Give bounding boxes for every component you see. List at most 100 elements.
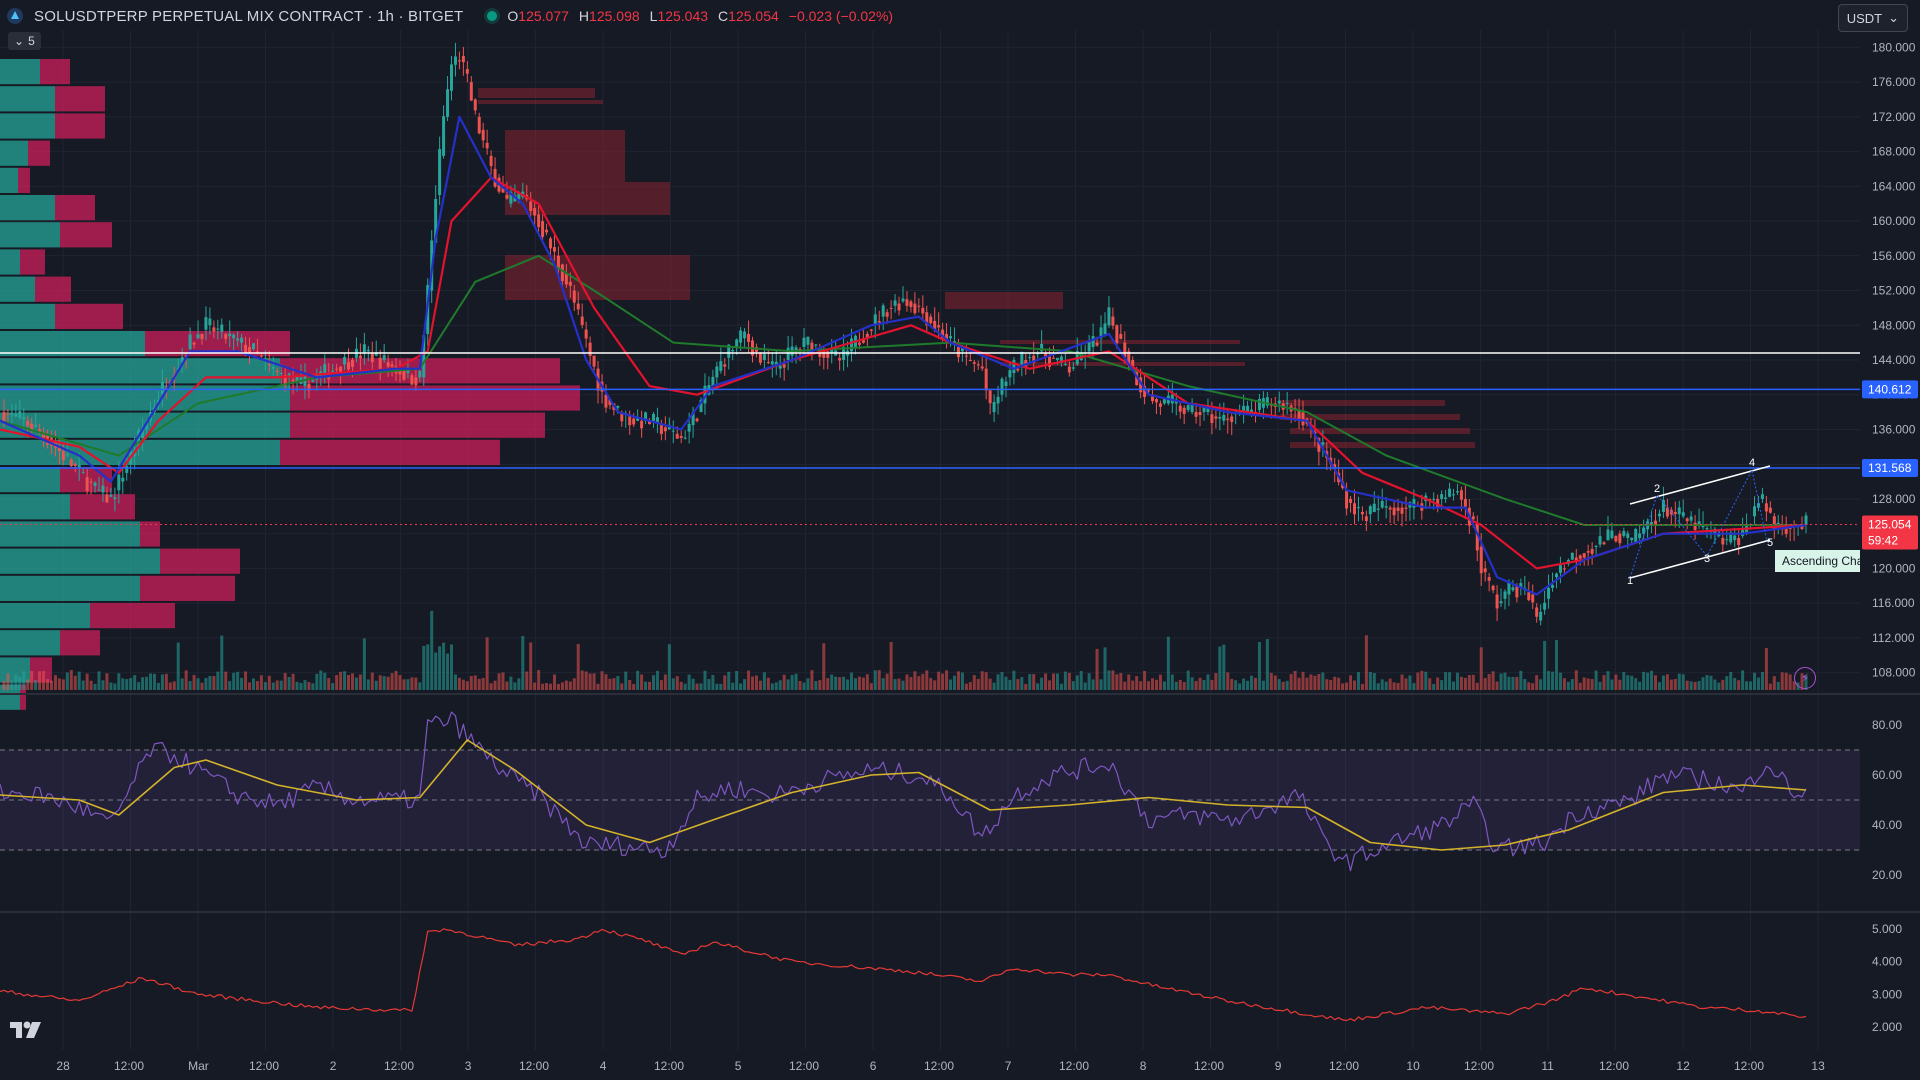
volume-bar [374, 680, 378, 690]
ohlc-low: L125.043 [649, 8, 709, 24]
candle-body [1558, 565, 1562, 573]
volume-bar [1749, 681, 1753, 690]
volume-bar [556, 683, 560, 690]
symbol-title[interactable]: SOLUSDTPERP PERPETUAL MIX CONTRACT · 1h … [34, 7, 464, 25]
volume-bar [1610, 679, 1614, 690]
volume-bar [1638, 681, 1642, 690]
volume-bar [671, 678, 675, 690]
volume-bar [1250, 675, 1254, 690]
candle-body [651, 413, 655, 421]
candle-body [644, 412, 648, 421]
candle-body [655, 417, 659, 423]
price-tick-label: 168.000 [1872, 145, 1916, 159]
indicators-toggle-button[interactable]: ⌄ 5 [8, 32, 41, 50]
volume-bar [279, 680, 283, 690]
candle-body [271, 366, 275, 369]
candle-body [176, 367, 180, 369]
volume-bar [117, 673, 121, 690]
volume-bar [172, 681, 176, 690]
candle-body [1123, 342, 1127, 358]
tradingview-logo-icon[interactable] [10, 1020, 44, 1040]
volume-bar [311, 683, 315, 690]
volume-bar [572, 678, 576, 690]
candle-body [192, 342, 196, 345]
volume-bar [1420, 670, 1424, 690]
candle-body [418, 370, 422, 378]
candle-body [1040, 343, 1044, 352]
volume-bar [1313, 675, 1317, 690]
time-tick-label: Mar [188, 1059, 209, 1073]
volume-bar [358, 674, 362, 690]
candle-body [267, 364, 271, 366]
volume-bar [1685, 680, 1689, 690]
candle-body [747, 333, 751, 343]
volume-bar [180, 678, 184, 690]
volume-bar [1646, 672, 1650, 690]
candle-body [739, 330, 743, 343]
candle-body [913, 303, 917, 314]
volume-bar [937, 671, 941, 690]
price-tick-label: 180.000 [1872, 40, 1916, 54]
candle-body [1448, 488, 1452, 497]
volume-bar [980, 671, 984, 690]
candle-body [1119, 333, 1123, 339]
volume-bar [1400, 674, 1404, 690]
volume-bar [133, 675, 137, 690]
candle-body [715, 366, 719, 378]
volume-bar [121, 678, 125, 690]
volume-bar [1000, 671, 1004, 690]
volume-bar [1495, 681, 1499, 690]
candle-body [1396, 507, 1400, 511]
volume-bar [26, 679, 30, 690]
candle-body [529, 201, 533, 212]
volume-profile-down [28, 140, 50, 166]
volume-bar [1665, 674, 1669, 690]
volume-profile-up [0, 603, 90, 629]
lightning-icon[interactable]: ⚡ [1794, 667, 1816, 689]
chart-header: SOLUSDTPERP PERPETUAL MIX CONTRACT · 1h … [0, 0, 1860, 32]
volume-bar [1198, 677, 1202, 690]
volume-bar [949, 679, 953, 690]
volume-profile-down [30, 657, 52, 683]
volume-bar [370, 672, 374, 690]
volume-bar [473, 675, 477, 690]
volume-bar [101, 680, 105, 690]
volume-bar [913, 671, 917, 690]
volume-bar [1511, 677, 1515, 690]
volume-bar [271, 682, 275, 690]
candle-body [228, 333, 232, 337]
candle-body [446, 89, 450, 117]
volume-bar [1261, 680, 1265, 690]
volume-bar [751, 676, 754, 690]
volume-bar [216, 671, 220, 690]
volume-bar [442, 642, 446, 690]
currency-select[interactable]: USDT ⌄ [1837, 4, 1908, 32]
volume-profile-up [0, 358, 280, 384]
volume-bar [976, 678, 980, 690]
volume-bar [1547, 671, 1551, 690]
volume-bar [109, 682, 113, 690]
candle-body [18, 411, 22, 418]
exchange-logo-icon [7, 8, 23, 24]
volume-bar [774, 682, 778, 690]
candle-body [232, 334, 236, 339]
volume-bar [1756, 677, 1760, 690]
volume-profile-down [55, 303, 123, 329]
candle-body [909, 301, 913, 308]
atr-tick-label: 4.000 [1872, 955, 1902, 969]
time-tick-label: 10 [1406, 1059, 1420, 1073]
candle-body [196, 334, 200, 339]
volume-bar [149, 673, 152, 690]
volume-bar [89, 680, 93, 690]
supply-zone [945, 292, 1063, 309]
volume-bar [766, 677, 770, 690]
volume-bar [378, 675, 382, 690]
volume-bar [1044, 673, 1048, 690]
candle-body [1753, 506, 1757, 517]
volume-bar [339, 671, 343, 690]
volume-bar [1285, 680, 1289, 690]
volume-profile-up [0, 494, 70, 520]
volume-bar [1554, 639, 1558, 690]
candle-body [1020, 351, 1024, 365]
